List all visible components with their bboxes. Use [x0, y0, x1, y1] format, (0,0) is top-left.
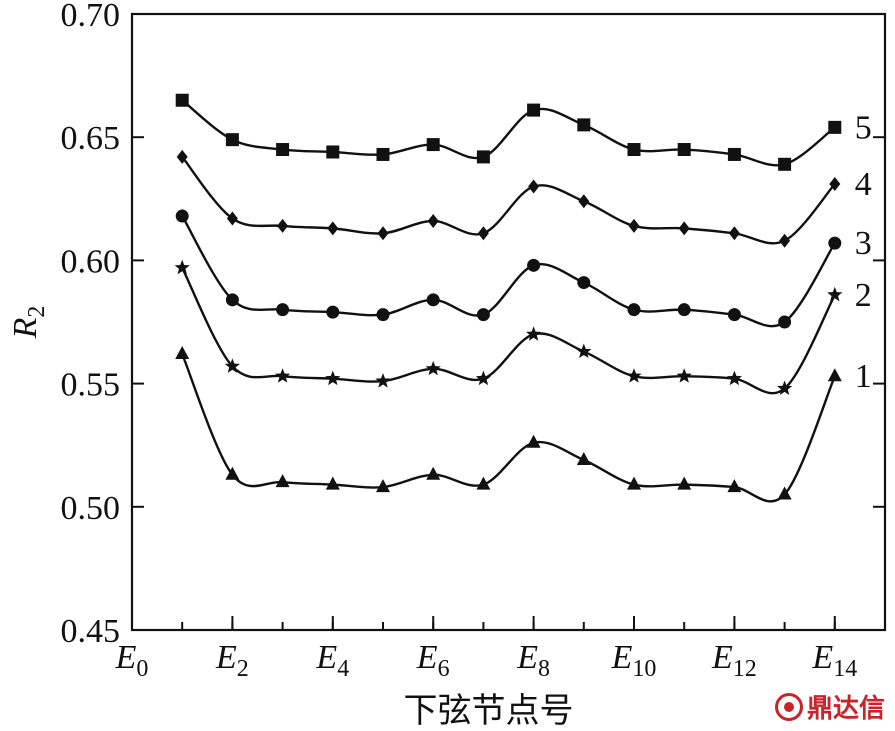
- series-3-point-5: [376, 308, 390, 322]
- series-2-point-10: [626, 368, 642, 383]
- series-2-point-3: [274, 368, 291, 383]
- y-tick-label-3: 0.60: [61, 243, 121, 280]
- series-5-point-7: [476, 150, 490, 164]
- x-tick-label-7: E14: [811, 639, 857, 682]
- series-4-point-7: [477, 226, 489, 241]
- series-2-point-9: [576, 343, 592, 359]
- x-tick-label-5: E10: [611, 639, 657, 682]
- series-1-point-8: [526, 434, 541, 448]
- series-5-point-11: [677, 143, 691, 157]
- series-5-point-9: [577, 118, 591, 132]
- watermark-logo-icon: [774, 692, 803, 721]
- series-3-point-14: [828, 236, 842, 250]
- series-label-5: 5: [855, 109, 872, 146]
- series-label-4: 4: [855, 166, 872, 203]
- series-4-point-3: [277, 218, 289, 233]
- series-4-point-1: [176, 149, 188, 164]
- series-5-point-1: [175, 93, 189, 107]
- watermark-text: 鼎达信: [806, 694, 885, 724]
- series-label-1: 1: [855, 358, 872, 395]
- series-5-point-6: [426, 138, 440, 152]
- series-2-point-8: [525, 326, 542, 341]
- series-3-point-3: [276, 303, 290, 317]
- series-1-point-2: [225, 466, 240, 480]
- x-tick-label-3: E6: [416, 639, 450, 682]
- series-1-point-13: [777, 486, 792, 500]
- series-label-3: 3: [855, 225, 872, 262]
- series-label-2: 2: [855, 277, 872, 314]
- series-1-point-3: [275, 474, 290, 488]
- series-1-point-5: [376, 479, 390, 493]
- series-2-point-13: [776, 380, 793, 395]
- series-2-point-2: [224, 358, 241, 373]
- series-2-point-7: [475, 370, 492, 386]
- series-4-point-5: [377, 226, 389, 241]
- x-tick-label-0: E0: [115, 639, 149, 682]
- series-2-point-4: [325, 370, 341, 386]
- series-4-point-10: [628, 218, 640, 233]
- series-4-point-14: [829, 177, 841, 192]
- plot-frame: [130, 12, 887, 632]
- series-5-point-13: [778, 157, 792, 171]
- series-1-point-9: [576, 451, 591, 465]
- series-2-point-12: [726, 370, 743, 386]
- series-3-point-12: [727, 308, 741, 322]
- series-2-point-1: [174, 259, 190, 275]
- series-2-point-11: [676, 368, 692, 383]
- y-tick-label-4: 0.65: [61, 120, 121, 157]
- plot-area: 0.45 0.50 0.55 0.60 0.65 0.70 E0 E2 E4 E6 E8 E10 E12…: [7, 0, 887, 731]
- series-2-point-14: [827, 286, 843, 302]
- y-axis-label: R2: [7, 306, 50, 340]
- series-3-point-2: [225, 293, 239, 307]
- series-3-point-11: [677, 303, 691, 317]
- y-tick-label-0: 0.45: [61, 613, 121, 650]
- series-1-point-4: [325, 476, 340, 490]
- series-5-point-8: [527, 103, 541, 117]
- series-1-point-14: [827, 368, 842, 382]
- series-1-point-6: [426, 466, 441, 480]
- series-4-point-13: [779, 233, 791, 248]
- x-axis-label: 下弦节点号: [404, 691, 574, 731]
- series-1-point-12: [727, 479, 742, 493]
- series-5-point-4: [326, 145, 340, 159]
- series-2-point-6: [425, 360, 441, 376]
- series-3-point-7: [476, 308, 490, 322]
- series-5-point-2: [225, 133, 239, 147]
- y-tick-label-2: 0.55: [61, 367, 121, 404]
- series-5-point-10: [627, 143, 641, 157]
- series-3-point-10: [627, 303, 641, 317]
- x-tick-label-1: E2: [215, 639, 249, 682]
- series-3-point-9: [577, 276, 591, 290]
- series-3-point-13: [778, 315, 792, 329]
- series-4-point-11: [678, 221, 690, 236]
- series-4-point-12: [728, 226, 740, 241]
- series-5-point-12: [727, 147, 741, 161]
- series-4-point-6: [427, 213, 439, 228]
- y-tick-label-1: 0.50: [61, 490, 121, 527]
- series-5-point-5: [376, 147, 390, 161]
- watermark: 鼎达信: [774, 688, 885, 725]
- series-3-point-4: [326, 305, 340, 319]
- series-1-point-10: [627, 476, 641, 490]
- series-1-point-11: [677, 476, 692, 490]
- series-4-point-8: [528, 179, 540, 194]
- series-5-point-3: [276, 143, 290, 157]
- x-tick-label-6: E12: [711, 639, 757, 682]
- x-tick-label-2: E4: [315, 639, 349, 682]
- series-3-point-6: [426, 293, 440, 307]
- series-4-point-9: [578, 194, 590, 209]
- series-1-point-7: [476, 476, 491, 490]
- series-5-point-14: [828, 120, 842, 134]
- series-1-point-1: [175, 346, 190, 360]
- y-tick-label-5: 0.70: [61, 0, 121, 34]
- series-3-point-8: [527, 258, 541, 272]
- series-2-point-5: [375, 373, 391, 388]
- series-4-point-2: [226, 211, 238, 226]
- series-3-point-1: [175, 209, 189, 223]
- x-tick-label-4: E8: [516, 639, 550, 682]
- series-4-point-4: [327, 221, 339, 236]
